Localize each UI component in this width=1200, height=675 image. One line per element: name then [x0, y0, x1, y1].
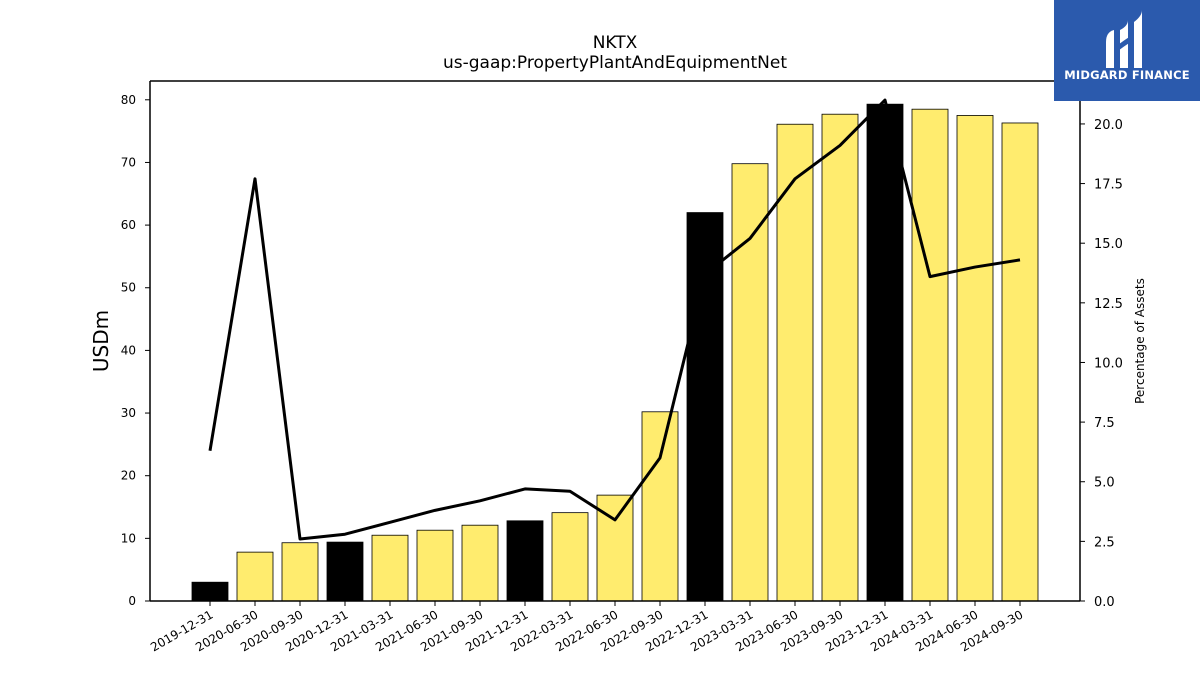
- y2-tick-label: 5.0: [1094, 476, 1115, 491]
- bar-2022-09-30: [641, 411, 679, 602]
- y-tick-label: 10: [121, 531, 136, 545]
- bar-2022-12-31: [686, 212, 724, 602]
- logo-text: MIDGARD FINANCE: [1064, 68, 1190, 82]
- bar-2022-03-31: [551, 512, 589, 602]
- bar-2020-06-30: [236, 551, 274, 602]
- line-layer: [208, 98, 1021, 541]
- y-tick-label: 20: [121, 469, 136, 483]
- bar-2023-12-31: [866, 103, 904, 602]
- y-axis-label: USDm: [89, 310, 113, 372]
- y2-tick-label: 20.0: [1094, 118, 1123, 133]
- midgard-logo: MIDGARD FINANCE: [1054, 0, 1200, 101]
- percentage-line: [208, 98, 1021, 541]
- y-tick-label: 30: [121, 406, 136, 420]
- bar-2021-03-31: [371, 534, 409, 602]
- y2-tick-label: 10.0: [1094, 356, 1123, 371]
- bar-2020-09-30: [281, 542, 319, 602]
- bar-2019-12-31: [191, 581, 229, 602]
- logo-mark-icon: [1106, 10, 1142, 68]
- y2-tick-label: 12.5: [1094, 297, 1123, 312]
- y2-axis-label: Percentage of Assets: [1133, 278, 1147, 404]
- bar-2021-12-31: [506, 520, 544, 602]
- bar-2023-06-30: [776, 123, 814, 602]
- bars-layer: [191, 103, 1039, 602]
- y2-tick-label: 17.5: [1094, 178, 1123, 193]
- y2-tick-label: 7.5: [1094, 416, 1115, 431]
- y-tick-label: 50: [121, 281, 136, 295]
- y-tick-label: 80: [121, 93, 136, 107]
- y2-tick-label: 2.5: [1094, 535, 1115, 550]
- y2-tick-label: 0.0: [1094, 595, 1115, 610]
- bar-2024-09-30: [1001, 122, 1039, 602]
- y-tick-label: 0: [128, 594, 136, 608]
- y-tick-label: 60: [121, 218, 136, 232]
- bar-2021-06-30: [416, 529, 454, 602]
- chart-title: NKTX: [593, 33, 638, 53]
- bar-2023-03-31: [731, 163, 769, 602]
- bar-2021-09-30: [461, 524, 499, 602]
- bar-2024-03-31: [911, 108, 949, 602]
- bar-2020-12-31: [326, 541, 364, 602]
- y2-tick-label: 15.0: [1094, 237, 1123, 252]
- chart-subtitle: us-gaap:PropertyPlantAndEquipmentNet: [443, 53, 787, 73]
- y-tick-label: 70: [121, 155, 136, 169]
- bar-2023-09-30: [821, 113, 859, 602]
- bar-2024-06-30: [956, 115, 994, 602]
- y-tick-label: 40: [121, 343, 136, 357]
